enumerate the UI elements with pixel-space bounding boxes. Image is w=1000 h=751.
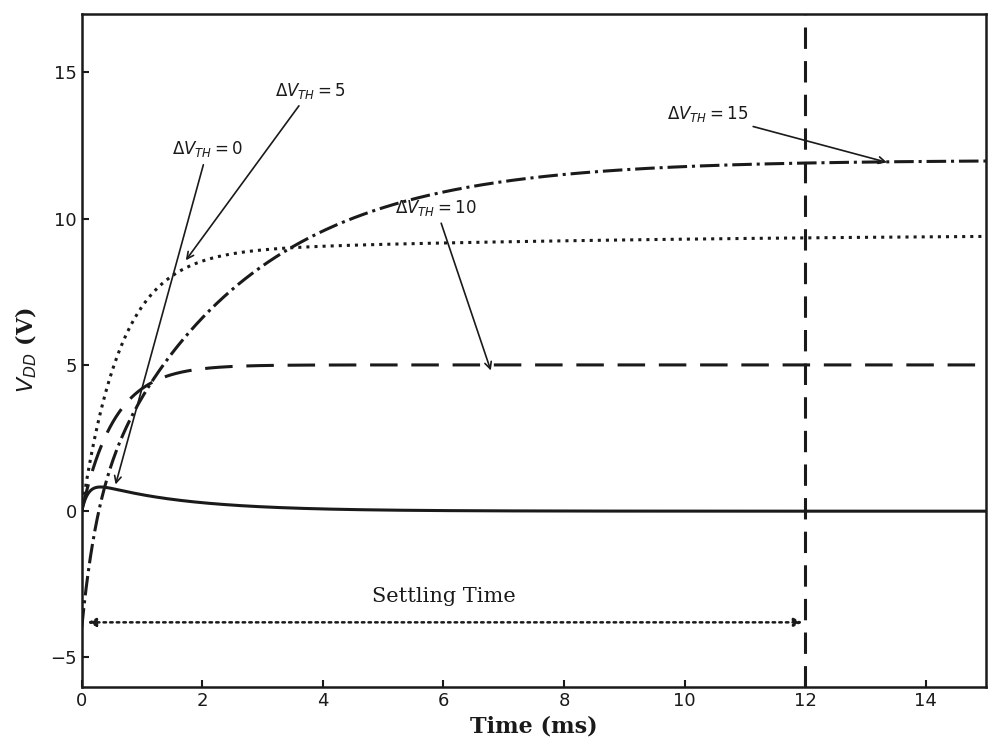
Text: Settling Time: Settling Time [372, 587, 515, 606]
X-axis label: Time (ms): Time (ms) [470, 715, 598, 737]
Text: $\Delta V_{TH}=0$: $\Delta V_{TH}=0$ [115, 139, 243, 483]
Text: $\Delta V_{TH}=5$: $\Delta V_{TH}=5$ [187, 81, 345, 259]
Text: $\Delta V_{TH}=15$: $\Delta V_{TH}=15$ [667, 104, 885, 164]
Text: $\Delta V_{TH}=10$: $\Delta V_{TH}=10$ [395, 198, 491, 369]
Y-axis label: $V_{DD}$ (V): $V_{DD}$ (V) [14, 307, 39, 394]
